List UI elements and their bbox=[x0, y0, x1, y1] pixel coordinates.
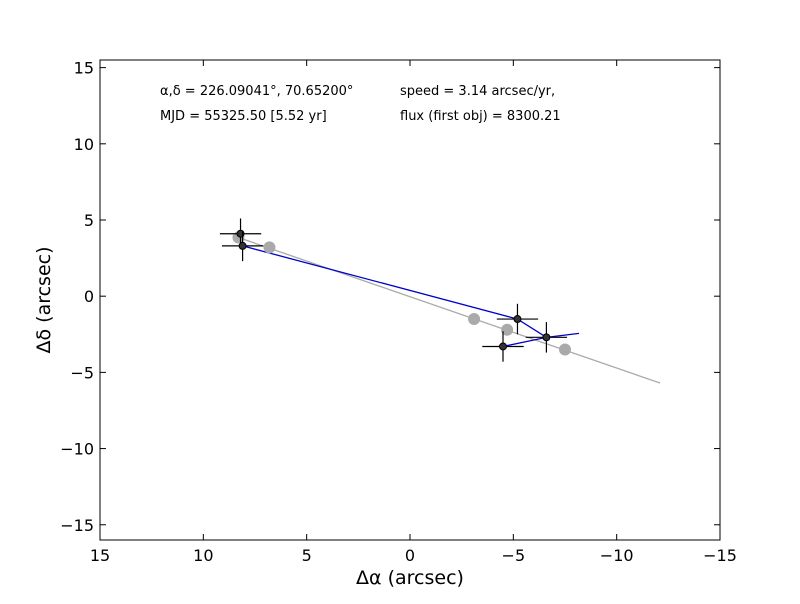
fit-point bbox=[501, 323, 514, 336]
y-tick-label: −15 bbox=[60, 516, 94, 535]
observation-connect-line bbox=[239, 233, 549, 348]
y-tick-label: 15 bbox=[74, 59, 94, 78]
fit-line-layer bbox=[238, 236, 661, 384]
x-axis-label: Δα (arcsec) bbox=[356, 567, 464, 589]
fit-line bbox=[238, 236, 661, 384]
annotation-mjd: MJD = 55325.50 [5.52 yr] bbox=[160, 109, 327, 124]
observed-points-layer bbox=[219, 218, 568, 362]
fit-points-layer bbox=[232, 231, 571, 356]
connect-line-layer bbox=[239, 233, 580, 348]
x-tick-label: 10 bbox=[193, 546, 213, 565]
x-tick-label: −10 bbox=[600, 546, 634, 565]
y-tick-label: 10 bbox=[74, 135, 94, 154]
y-axis-label: Δδ (arcsec) bbox=[33, 246, 55, 353]
x-tick-label: −5 bbox=[502, 546, 526, 565]
y-axis-ticks: 15 10 5 0 −5 −10 −15 bbox=[60, 59, 720, 535]
x-axis-ticks: 15 10 5 0 −5 −10 −15 bbox=[90, 60, 737, 565]
annotation-coords: α,δ = 226.09041°, 70.65200° bbox=[160, 84, 353, 99]
annotation-flux: flux (first obj) = 8300.21 bbox=[400, 109, 561, 124]
observed-point bbox=[499, 342, 507, 351]
fit-point bbox=[468, 313, 481, 326]
y-tick-label: 5 bbox=[84, 211, 94, 230]
x-tick-label: 0 bbox=[405, 546, 415, 565]
y-tick-label: −5 bbox=[70, 363, 94, 382]
y-tick-label: −10 bbox=[60, 440, 94, 459]
observed-point bbox=[513, 315, 522, 324]
x-tick-label: 15 bbox=[90, 546, 110, 565]
fit-point bbox=[263, 241, 276, 254]
plot-frame bbox=[99, 59, 721, 541]
x-tick-label: 5 bbox=[302, 546, 312, 565]
annotation-speed: speed = 3.14 arcsec/yr, bbox=[400, 84, 555, 99]
observed-point bbox=[238, 241, 247, 250]
x-tick-label: −15 bbox=[703, 546, 737, 565]
y-tick-label: 0 bbox=[84, 287, 94, 306]
observed-point bbox=[542, 333, 551, 342]
observation-connect-segment bbox=[546, 332, 580, 338]
fit-point bbox=[559, 343, 571, 356]
